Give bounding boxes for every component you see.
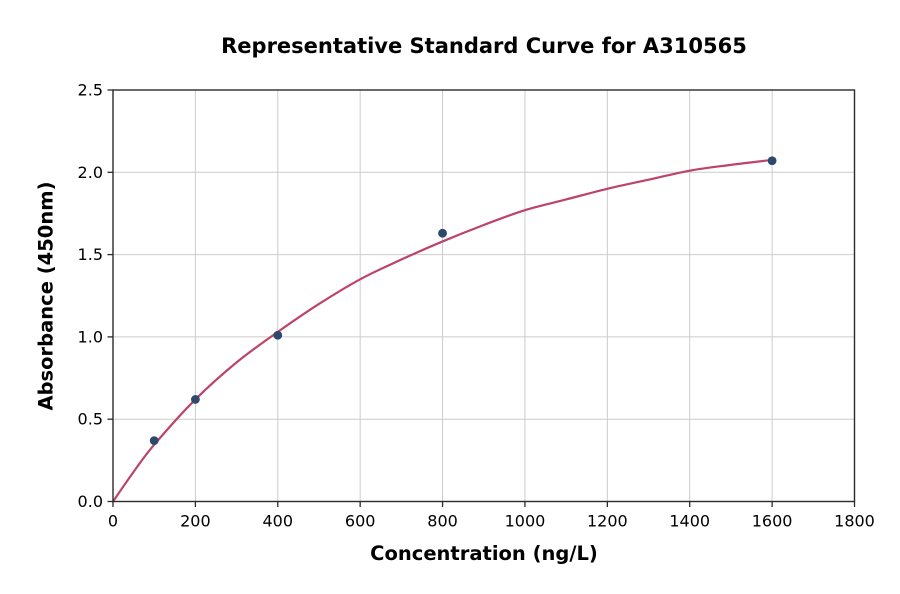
y-tick-label: 2.0 <box>78 163 103 182</box>
x-tick-label: 200 <box>180 512 211 531</box>
data-point <box>767 156 777 166</box>
y-tick-label: 0.0 <box>78 492 103 511</box>
x-tick-label: 600 <box>345 512 376 531</box>
x-axis-label: Concentration (ng/L) <box>370 542 598 565</box>
fit-curve <box>111 158 774 503</box>
x-tick-label: 1000 <box>505 512 546 531</box>
x-tick-label: 1400 <box>669 512 710 531</box>
y-tick-label: 1.5 <box>78 245 103 264</box>
x-tick-label: 800 <box>427 512 458 531</box>
axes-box <box>112 89 856 503</box>
data-point <box>273 330 283 340</box>
x-tick-label: 1800 <box>834 512 875 531</box>
chart-title: Representative Standard Curve for A31056… <box>221 34 747 58</box>
data-point <box>149 436 159 445</box>
y-tick-label: 0.5 <box>78 410 103 429</box>
x-tick-label: 400 <box>263 512 294 531</box>
x-tick-label: 1600 <box>752 512 793 531</box>
data-point <box>438 228 447 238</box>
x-tick-label: 0 <box>108 512 118 531</box>
y-tick-label: 1.0 <box>78 327 103 346</box>
data-point <box>190 395 200 404</box>
x-tick-label: 1200 <box>587 512 628 531</box>
y-tick-label: 2.5 <box>78 81 103 100</box>
